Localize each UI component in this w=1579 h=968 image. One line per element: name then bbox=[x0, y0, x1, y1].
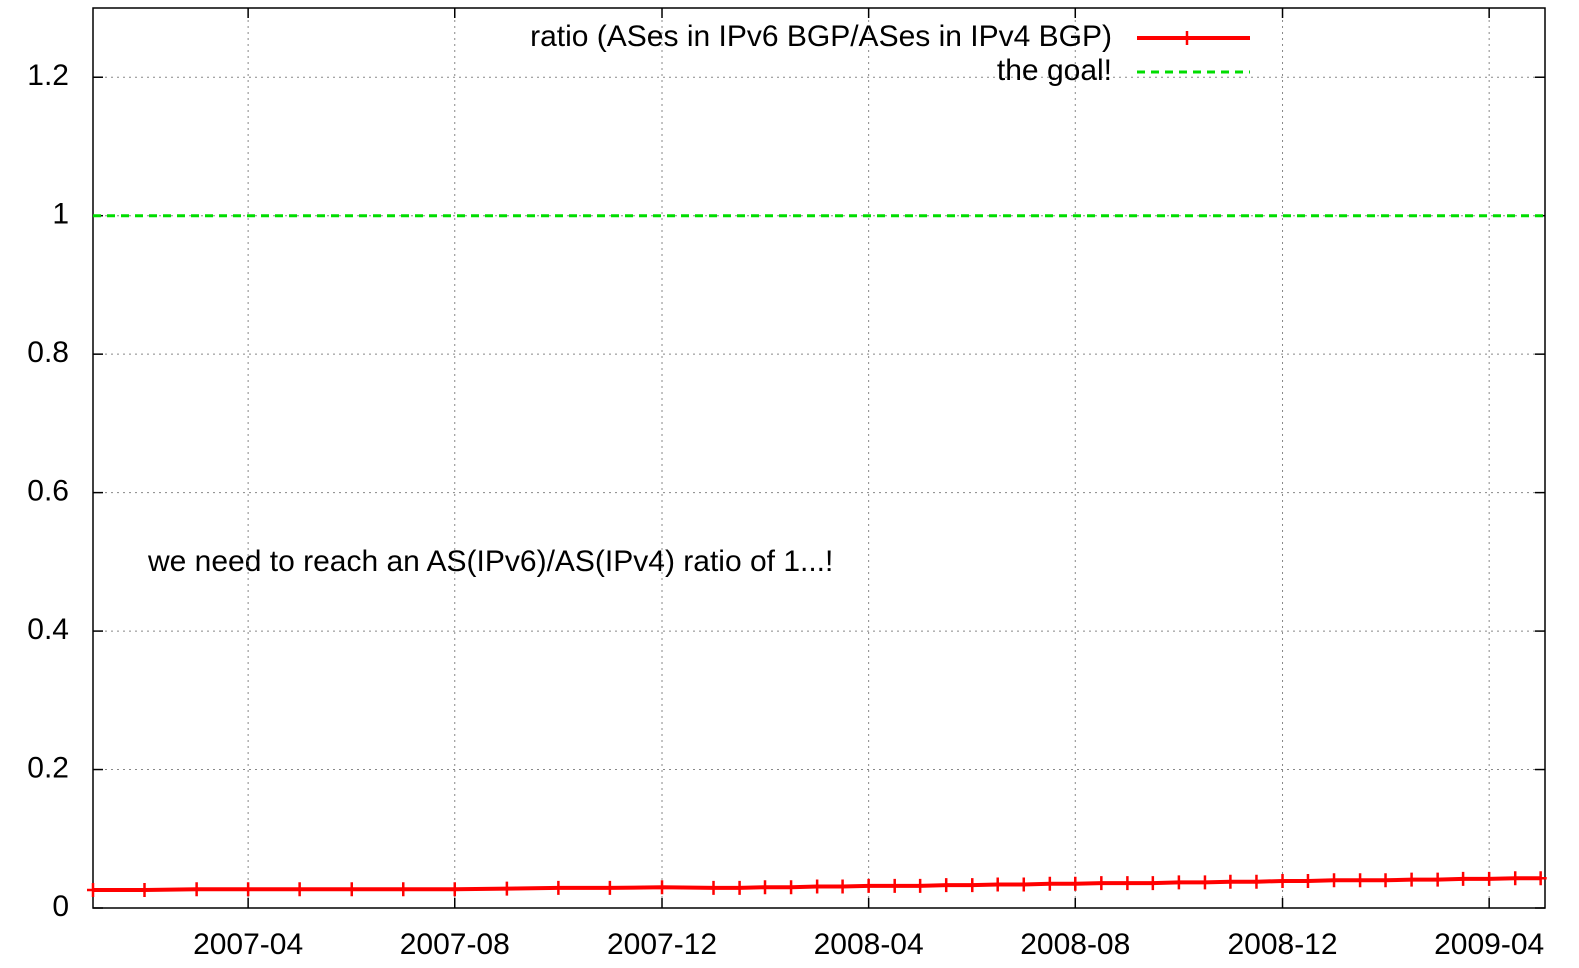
x-tick-label: 2009-04 bbox=[1434, 928, 1544, 961]
point-marker bbox=[785, 880, 798, 895]
point-marker bbox=[1534, 871, 1547, 886]
point-marker bbox=[500, 881, 513, 896]
point-marker bbox=[1043, 876, 1056, 891]
point-marker bbox=[940, 878, 953, 893]
point-marker bbox=[836, 879, 849, 894]
x-tick-label: 2008-08 bbox=[1020, 928, 1130, 961]
y-tick-label: 0.4 bbox=[27, 613, 69, 646]
point-marker bbox=[1017, 877, 1030, 892]
point-marker bbox=[138, 883, 151, 897]
point-marker bbox=[1172, 875, 1185, 890]
point-marker bbox=[87, 883, 99, 897]
point-marker bbox=[1250, 874, 1263, 889]
y-tick-label: 0.8 bbox=[27, 336, 69, 369]
y-tick-label: 0.6 bbox=[27, 475, 69, 508]
point-marker bbox=[1121, 876, 1134, 891]
point-marker bbox=[293, 882, 306, 897]
point-marker bbox=[656, 880, 669, 895]
x-tick-label: 2007-04 bbox=[193, 928, 303, 961]
plot-frame bbox=[92, 7, 1546, 909]
point-marker bbox=[707, 880, 720, 895]
point-marker bbox=[1483, 871, 1496, 886]
point-marker bbox=[1509, 871, 1522, 886]
point-marker bbox=[1224, 874, 1237, 889]
point-marker bbox=[603, 880, 616, 895]
point-marker bbox=[242, 882, 255, 897]
point-marker bbox=[862, 878, 875, 893]
point-marker bbox=[1431, 872, 1444, 887]
point-marker bbox=[1301, 874, 1314, 888]
point-marker bbox=[345, 882, 358, 897]
x-tick-label: 2008-12 bbox=[1227, 928, 1337, 961]
x-tick-label: 2008-04 bbox=[814, 928, 924, 961]
point-marker bbox=[1198, 875, 1211, 890]
point-marker bbox=[966, 878, 979, 893]
point-marker bbox=[552, 880, 565, 895]
x-tick-label: 2007-08 bbox=[400, 928, 510, 961]
point-marker bbox=[1069, 876, 1082, 891]
point-marker bbox=[397, 882, 410, 897]
point-marker bbox=[991, 877, 1004, 892]
point-marker bbox=[1457, 871, 1470, 886]
point-marker bbox=[1354, 873, 1367, 888]
point-marker bbox=[448, 882, 461, 897]
point-marker bbox=[914, 878, 927, 893]
point-marker bbox=[1379, 873, 1392, 888]
y-tick-label: 1 bbox=[52, 198, 69, 231]
point-marker bbox=[1328, 873, 1341, 888]
x-tick-label: 2007-12 bbox=[607, 928, 717, 961]
point-marker bbox=[1276, 874, 1289, 888]
point-marker bbox=[811, 879, 824, 894]
point-marker bbox=[1405, 872, 1418, 887]
point-marker bbox=[1146, 876, 1159, 891]
point-marker bbox=[759, 880, 772, 895]
y-tick-label: 0.2 bbox=[27, 751, 69, 784]
point-marker bbox=[733, 880, 746, 895]
legend-label: the goal! bbox=[997, 54, 1112, 87]
point-marker bbox=[190, 882, 203, 897]
y-tick-label: 1.2 bbox=[27, 59, 69, 92]
point-marker bbox=[1095, 876, 1108, 891]
annotation: we need to reach an AS(IPv6)/AS(IPv4) ra… bbox=[147, 545, 833, 578]
point-marker bbox=[888, 878, 901, 893]
legend-label: ratio (ASes in IPv6 BGP/ASes in IPv4 BGP… bbox=[530, 20, 1112, 53]
y-tick-label: 0 bbox=[52, 890, 69, 923]
